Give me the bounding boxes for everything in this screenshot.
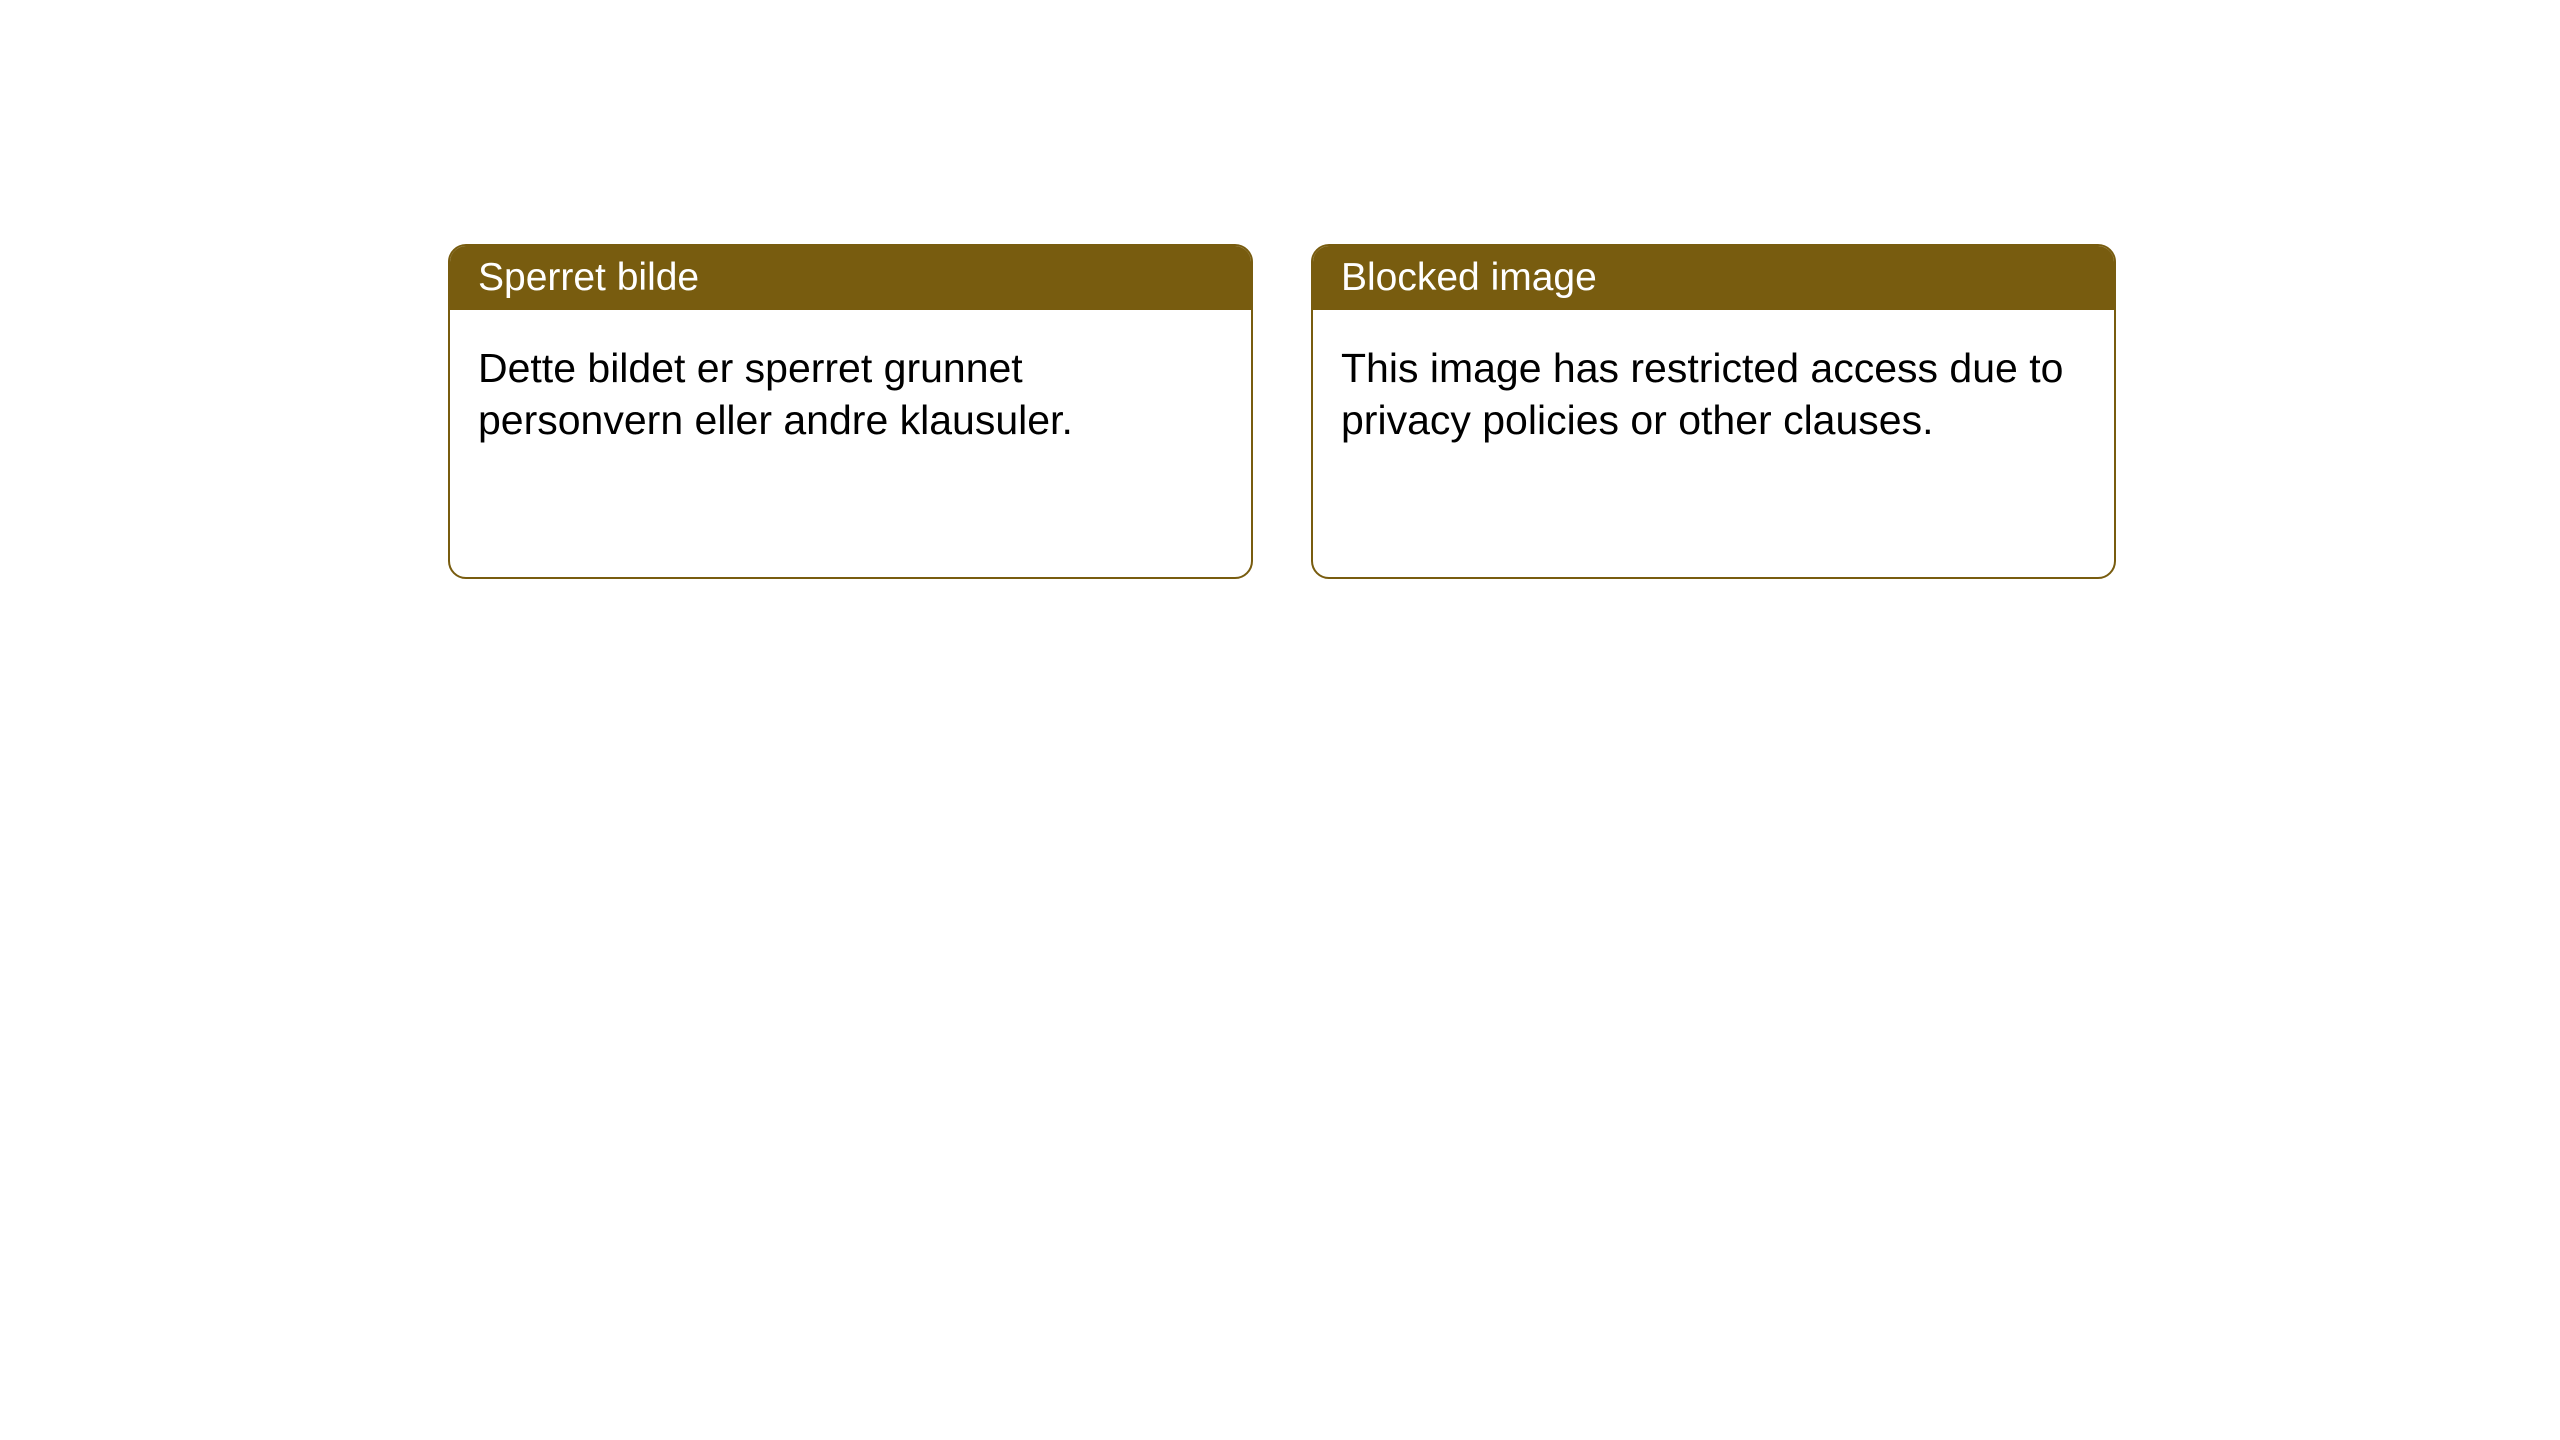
notice-header: Blocked image <box>1313 246 2114 310</box>
notice-body-text: This image has restricted access due to … <box>1341 345 2063 443</box>
notice-body-text: Dette bildet er sperret grunnet personve… <box>478 345 1073 443</box>
notice-title: Blocked image <box>1341 256 1597 299</box>
notice-container: Sperret bilde Dette bildet er sperret gr… <box>0 0 2560 579</box>
notice-card-norwegian: Sperret bilde Dette bildet er sperret gr… <box>448 244 1253 579</box>
notice-title: Sperret bilde <box>478 256 699 299</box>
notice-body: Dette bildet er sperret grunnet personve… <box>450 310 1251 478</box>
notice-body: This image has restricted access due to … <box>1313 310 2114 478</box>
notice-header: Sperret bilde <box>450 246 1251 310</box>
notice-card-english: Blocked image This image has restricted … <box>1311 244 2116 579</box>
